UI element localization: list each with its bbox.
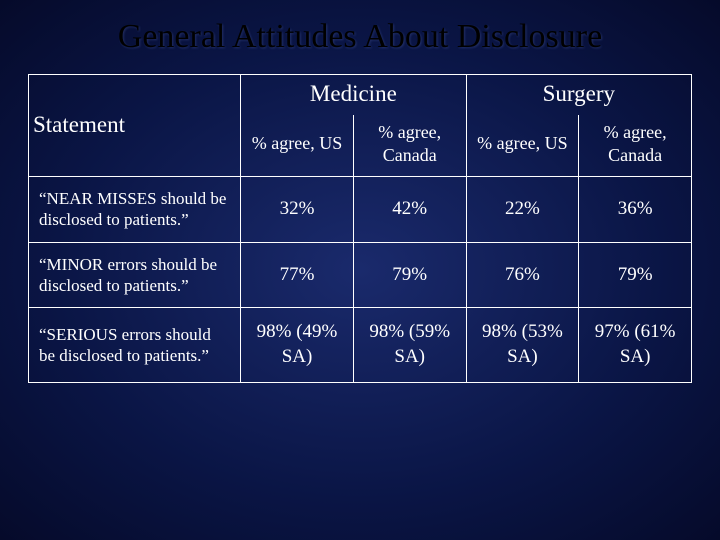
data-cell: 76% [466,242,579,308]
data-cell: 32% [241,177,354,243]
statement-cell: “SERIOUS errors should be disclosed to p… [29,308,241,382]
disclosure-table: Statement Medicine Surgery % agree, US %… [28,74,692,383]
data-cell: 98% (49% SA) [241,308,354,382]
data-cell: 98% (59% SA) [353,308,466,382]
data-cell: 79% [353,242,466,308]
data-cell: 77% [241,242,354,308]
data-cell: 22% [466,177,579,243]
table-row: “MINOR errors should be disclosed to pat… [29,242,692,308]
data-cell: 36% [579,177,692,243]
group-header-medicine: Medicine [241,75,466,116]
data-cell: 98% (53% SA) [466,308,579,382]
slide: General Attitudes About Disclosure State… [0,0,720,540]
table-header-row-groups: Statement Medicine Surgery [29,75,692,116]
table-container: Statement Medicine Surgery % agree, US %… [28,74,692,383]
page-title: General Attitudes About Disclosure [28,18,692,56]
data-cell: 97% (61% SA) [579,308,692,382]
sub-header: % agree, Canada [579,115,692,177]
statement-cell: “MINOR errors should be disclosed to pat… [29,242,241,308]
statement-header: Statement [29,75,241,177]
sub-header: % agree, US [466,115,579,177]
sub-header: % agree, Canada [353,115,466,177]
statement-cell: “NEAR MISSES should be disclosed to pati… [29,177,241,243]
group-header-surgery: Surgery [466,75,691,116]
table-row: “NEAR MISSES should be disclosed to pati… [29,177,692,243]
data-cell: 79% [579,242,692,308]
sub-header: % agree, US [241,115,354,177]
table-row: “SERIOUS errors should be disclosed to p… [29,308,692,382]
data-cell: 42% [353,177,466,243]
